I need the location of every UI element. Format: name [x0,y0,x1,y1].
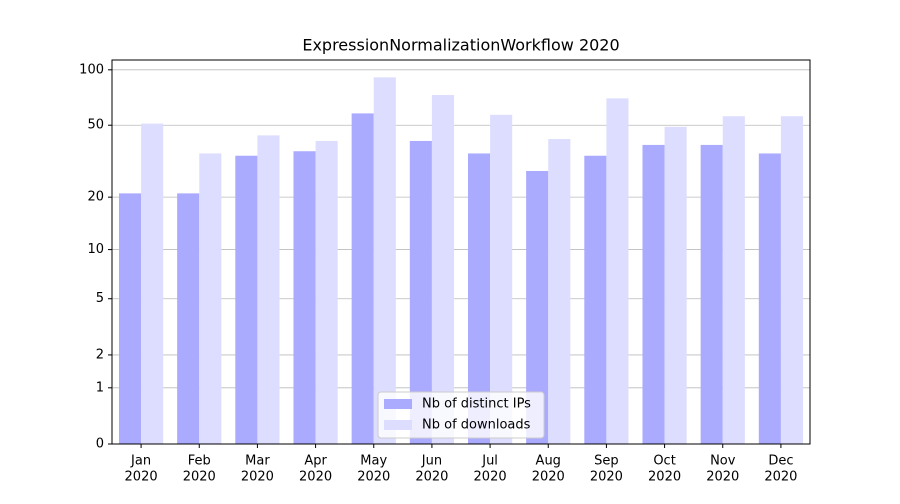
bar [664,126,687,444]
x-tick-label: May [360,454,387,469]
legend: Nb of distinct IPs Nb of downloads [377,391,545,439]
bar [141,123,164,445]
x-tick-label: Dec [768,454,793,469]
x-tick-label: 2020 [648,470,681,485]
bar [490,114,513,444]
bar [526,170,549,444]
chart-title: ExpressionNormalizationWorkflow 2020 [302,36,619,55]
x-tick-label: Apr [304,454,327,469]
x-tick-label: 2020 [241,470,274,485]
bar [409,140,432,444]
legend-swatch [384,420,412,430]
legend-label: Nb of distinct IPs [422,397,531,412]
bar [700,144,723,445]
legend-swatch [384,399,412,409]
bar [351,113,374,444]
bar [235,155,258,445]
plot-frame [111,59,811,445]
y-tick-label: 20 [87,190,104,205]
x-tick-label: Sep [594,454,619,469]
y-tick-label: 2 [96,347,104,362]
bar [315,140,338,444]
x-tick-label: 2020 [125,470,158,485]
y-tick-label: 5 [96,291,104,306]
bar [606,98,629,445]
x-tick-label: Feb [188,454,211,469]
y-tick-label: 100 [79,62,104,77]
x-tick-label: 2020 [532,470,565,485]
legend-box [377,391,545,439]
x-tick-label: 2020 [415,470,448,485]
x-tick-label: 2020 [474,470,507,485]
bar [373,77,396,445]
bar [431,95,455,444]
y-tick-label: 50 [87,118,104,133]
x-tick-label: 2020 [590,470,623,485]
y-tick-label: 0 [96,437,104,452]
x-tick-label: 2020 [764,470,797,485]
x-tick-label: 2020 [299,470,332,485]
bar [257,135,280,444]
bar [467,153,491,444]
bar [758,153,781,444]
bar [642,144,665,445]
x-tick-label: Oct [653,454,675,469]
x-tick-label: Aug [536,454,561,469]
x-tick-label: Jun [421,454,442,469]
bar [199,153,222,444]
x-tick-label: 2020 [357,470,390,485]
x-tick-label: Mar [245,454,270,469]
bar [177,193,200,444]
bar [584,155,607,445]
y-tick-label: 1 [96,380,104,395]
x-tick-label: Jan [130,454,151,469]
bar [780,116,804,445]
legend-label: Nb of downloads [422,418,531,433]
bar [722,116,745,445]
bar [293,151,316,444]
bar [548,139,571,445]
x-tick-label: Nov [710,454,736,469]
x-tick-label: 2020 [706,470,739,485]
y-tick-label: 10 [87,242,104,257]
x-tick-label: 2020 [183,470,216,485]
bar [118,193,142,444]
x-tick-label: Jul [481,454,498,469]
